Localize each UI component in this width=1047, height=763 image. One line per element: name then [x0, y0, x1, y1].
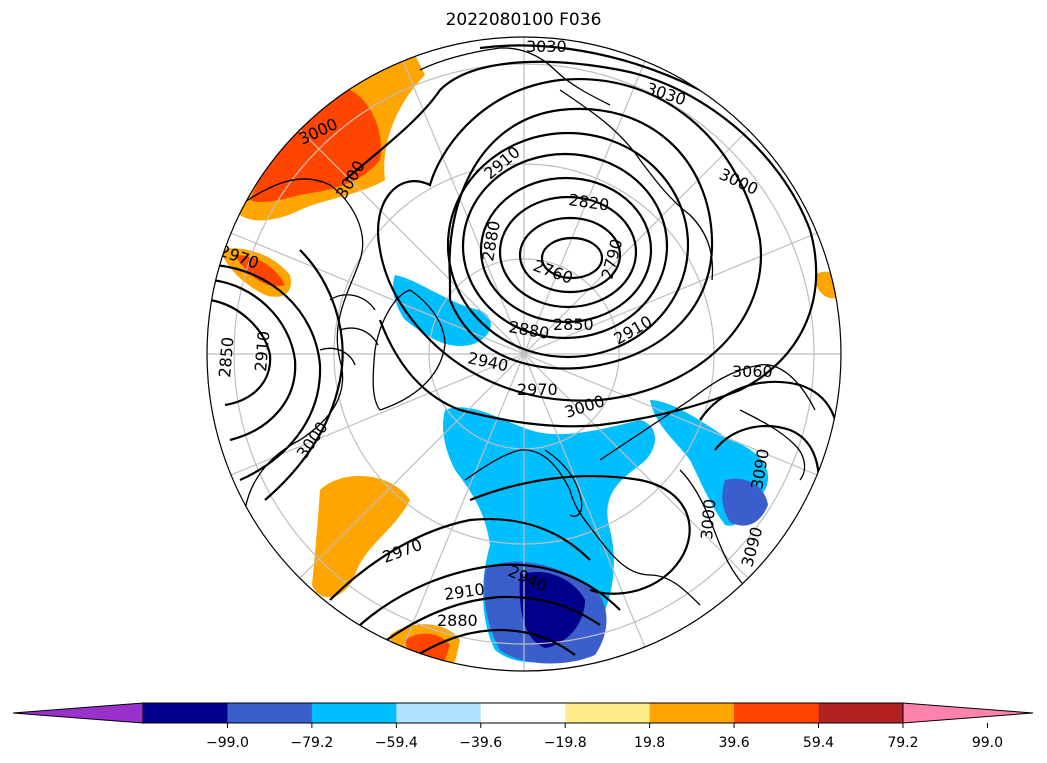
map-title: 2022080100 F036 — [445, 10, 602, 30]
map-border — [206, 36, 842, 672]
contour-west-low-3 — [214, 263, 322, 482]
colorbar-tick-label: −79.2 — [290, 735, 333, 751]
contour-label-14: 2970 — [517, 380, 558, 399]
colorbar-min-arrow — [12, 702, 144, 724]
meridian-113 — [230, 232, 818, 476]
contour-2970 — [377, 77, 763, 402]
anomaly-shading — [220, 55, 838, 664]
coastline-alaska — [419, 47, 611, 106]
colorbar-segments — [143, 703, 904, 723]
moderate-cold-anomaly-siberia — [722, 478, 768, 526]
contour-label-1: 3030 — [526, 37, 567, 56]
contour-label-22: 3000 — [697, 498, 719, 540]
colorbar-segment — [734, 703, 820, 723]
contour-west-low-1 — [209, 298, 272, 407]
coastline-arctic-islands — [319, 294, 379, 366]
contour-southwest-2940 — [359, 563, 621, 626]
colorbar-segment — [565, 703, 651, 723]
colorbar-tick-label: −19.8 — [544, 735, 587, 751]
colorbar-tick-label: 19.8 — [634, 735, 665, 751]
contour-label-25: 2880 — [437, 611, 478, 630]
colorbar-segment — [227, 703, 313, 723]
coastline-scandinavia — [544, 449, 583, 517]
contour-south-2880 — [409, 628, 576, 661]
graticule — [207, 37, 841, 671]
colorbar-max-arrow — [902, 702, 1034, 724]
colorbar-segment — [143, 703, 228, 723]
colorbar: −99.0 −79.2 −59.4 −39.6 −19.8 19.8 39.6 59.4 79.… — [12, 702, 1034, 751]
colorbar-tick-label: 99.0 — [972, 735, 1003, 751]
contour-label-20: 2910 — [251, 330, 273, 372]
coastline-siberia — [599, 364, 816, 461]
colorbar-tick-label: 39.6 — [718, 735, 749, 751]
colorbar-tick-label: −99.0 — [206, 735, 249, 751]
warm-anomaly-sw — [312, 476, 410, 598]
contour-atlantic-3000 — [469, 474, 691, 595]
contour-3000-ring — [344, 60, 818, 428]
coastline-north-america — [239, 178, 364, 511]
contour-south-2910 — [379, 595, 601, 646]
contour-2880 — [461, 152, 669, 340]
colorbar-tick-label: −39.6 — [459, 735, 502, 751]
contour-west-low-2 — [211, 278, 297, 442]
coastline-europe — [464, 449, 701, 606]
colorbar-tick-label: 79.2 — [887, 735, 918, 751]
contour-label-19: 2850 — [215, 336, 237, 378]
contour-2910 — [446, 131, 690, 359]
contour-2820 — [498, 195, 638, 309]
contour-2790 — [518, 216, 622, 294]
colorbar-frame — [142, 702, 904, 724]
colorbar-segment — [311, 703, 397, 723]
coastline-arctic-north — [559, 89, 714, 281]
colorbar-segment — [480, 703, 566, 723]
colorbar-segment — [818, 703, 904, 723]
contour-label-16: 3060 — [732, 362, 773, 381]
contour-label-10: 2850 — [553, 315, 594, 334]
colorbar-tick-label: 59.4 — [803, 735, 834, 751]
colorbar-segment — [396, 703, 482, 723]
colorbar-ticks: −99.0 −79.2 −59.4 −39.6 −19.8 19.8 39.6 59.4 79.… — [206, 723, 1003, 751]
contour-west-3000 — [264, 249, 344, 501]
strong-cold-anomaly-atlantic — [519, 571, 585, 648]
coastline-kamchatka — [739, 409, 806, 481]
coastline-greenland — [372, 289, 446, 411]
colorbar-segment — [649, 703, 735, 723]
contour-2850 — [479, 176, 653, 324]
colorbar-tick-label: −59.4 — [375, 735, 418, 751]
contour-2760 — [540, 236, 604, 280]
strong-warm-anomaly-w — [235, 255, 285, 287]
map-disc: 3030 3030 3000 3000 2910 2820 2880 2760 … — [207, 37, 841, 671]
contour-southwest-2970 — [329, 518, 591, 601]
contour-2940 — [448, 107, 714, 370]
